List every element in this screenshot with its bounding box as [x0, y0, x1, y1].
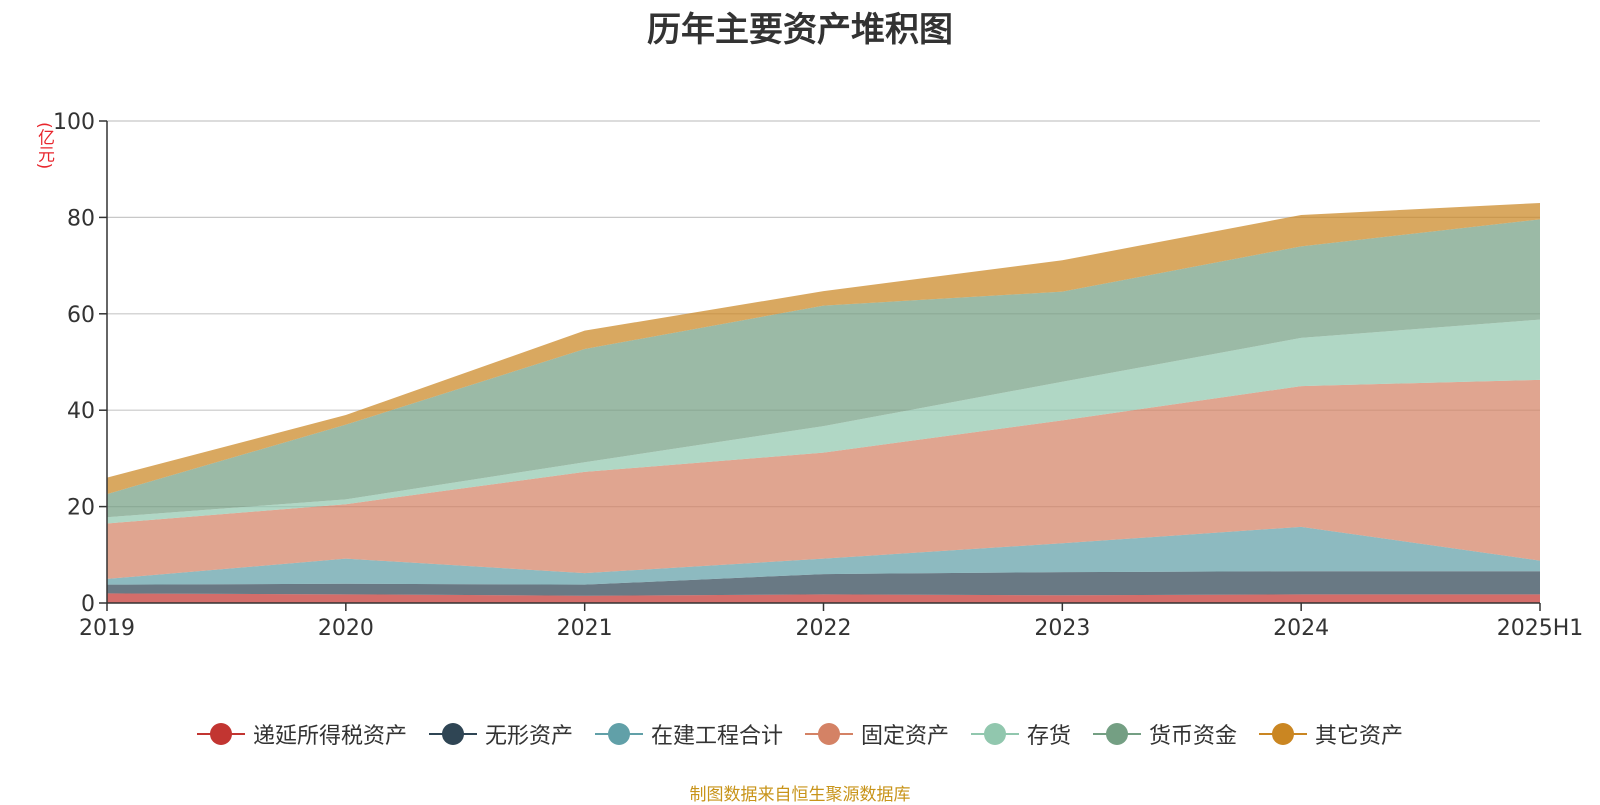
y-tick-labels: 0 20 40 60 80 100	[53, 110, 95, 617]
legend-item-2[interactable]: 在建工程合计	[594, 718, 783, 750]
y-tick-label: 40	[67, 399, 95, 424]
legend-swatch-icon	[971, 722, 1019, 746]
area-series-2	[107, 526, 1540, 585]
area-series-3	[107, 379, 1540, 579]
legend-item-4[interactable]: 存货	[971, 718, 1071, 750]
legend-swatch-icon	[428, 722, 477, 746]
area-series-4	[107, 319, 1540, 524]
y-tick-label: 100	[53, 110, 95, 135]
legend-item-3[interactable]: 固定资产	[804, 718, 949, 750]
legend: 递延所得税资产 无形资产 在建工程合计 固定资产 存货 货币资金 其它资产	[0, 718, 1600, 750]
legend-label: 在建工程合计	[650, 724, 783, 749]
x-tick-label: 2025H1	[1497, 616, 1584, 641]
legend-label: 固定资产	[860, 724, 949, 749]
area-series-6	[107, 202, 1540, 495]
legend-item-1[interactable]: 无形资产	[428, 718, 573, 750]
legend-item-5[interactable]: 货币资金	[1093, 718, 1237, 750]
y-tick-label: 80	[67, 206, 95, 231]
legend-label: 存货	[1027, 724, 1072, 749]
y-axis-unit-label: (亿元)	[34, 122, 54, 170]
area-series-5	[107, 219, 1540, 518]
legend-label: 其它资产	[1315, 724, 1404, 749]
axes	[99, 120, 1541, 611]
legend-label: 货币资金	[1149, 724, 1238, 749]
x-tick-label: 2019	[79, 616, 135, 641]
chart-title: 历年主要资产堆积图	[647, 10, 953, 50]
source-note: 制图数据来自恒生聚源数据库	[689, 785, 911, 805]
legend-label: 递延所得税资产	[252, 724, 407, 749]
legend-swatch-icon	[804, 722, 853, 746]
x-tick-label: 2023	[1034, 616, 1090, 641]
x-tick-label: 2022	[796, 616, 852, 641]
area-series-1	[107, 571, 1540, 596]
series-areas	[107, 202, 1540, 603]
legend-swatch-icon	[594, 722, 643, 746]
legend-swatch-icon	[1093, 722, 1142, 746]
legend-label: 无形资产	[484, 724, 573, 749]
legend-swatch-icon	[1259, 722, 1308, 746]
area-series-0	[107, 593, 1540, 603]
stacked-area-chart: 0 20 40 60 80 100 2019 2020 2021 2022 2023 2024 202…	[53, 110, 1583, 641]
y-tick-label: 0	[81, 592, 95, 617]
y-tick-label: 60	[67, 303, 95, 328]
legend-item-6[interactable]: 其它资产	[1259, 718, 1403, 750]
legend-item-0[interactable]: 递延所得税资产	[196, 718, 407, 750]
x-tick-labels: 2019 2020 2021 2022 2023 2024 2025H1	[79, 616, 1583, 641]
x-tick-label: 2020	[318, 616, 374, 641]
y-tick-label: 20	[67, 496, 95, 521]
legend-swatch-icon	[196, 722, 245, 746]
x-tick-label: 2021	[557, 616, 613, 641]
x-tick-label: 2024	[1273, 616, 1329, 641]
